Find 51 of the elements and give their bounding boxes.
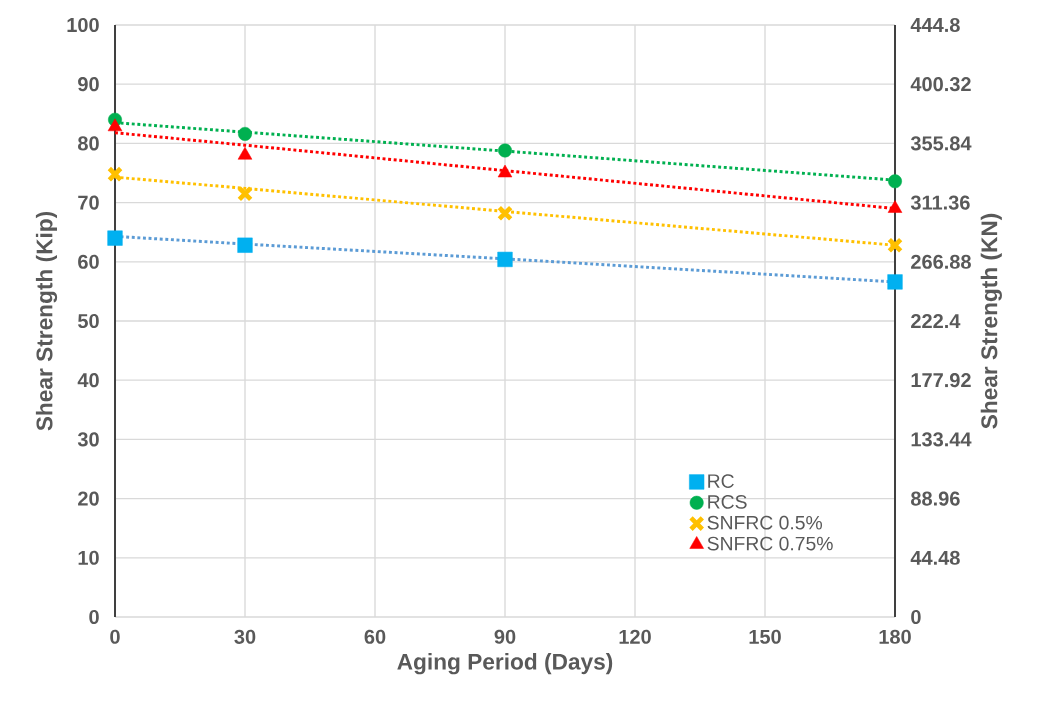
point [498,143,512,158]
point [497,251,513,268]
x-tick-label: 60 [364,629,386,644]
x-tick-label: 180 [879,629,911,644]
y2-tick-label: 444.8 [910,17,960,33]
x-tick-label: 90 [494,629,516,644]
x-tick-label: 30 [234,629,256,644]
point [107,166,123,183]
y2-axis-title: Shear Strength (KN) [980,213,1002,429]
y-tick-label: 100 [67,17,99,33]
y2-tick-label: 266.88 [911,254,971,269]
x-tick-label: 0 [110,629,120,644]
point [887,274,903,290]
y2-tick-label: 355.84 [910,136,972,151]
y-axis-title: Shear Strength (Kip) [35,211,58,431]
point [887,237,903,254]
y-tick-label: 80 [78,136,99,151]
legend-label: RC [708,474,734,488]
point [497,205,513,222]
y2-tick-label: 311.36 [910,195,970,210]
y2-tick-label: 177.92 [911,373,971,388]
point [887,200,903,213]
legend-label: RCS [708,495,747,509]
y-tick-label: 70 [78,195,99,210]
y2-tick-label: 88.96 [911,491,960,506]
point [888,174,902,189]
y-tick-label: 60 [78,254,99,269]
y2-tick-label: 133.44 [911,432,972,447]
point [238,126,252,141]
y2-tick-label: 44.48 [910,550,960,565]
point [497,164,513,178]
point [237,185,253,202]
y-tick-label: 50 [77,313,99,329]
y2-tick-label: 400.32 [910,77,971,92]
point [107,118,123,132]
point [237,237,253,253]
y-tick-label: 30 [77,432,99,447]
x-tick-label: 120 [619,629,651,644]
y-tick-label: 90 [78,77,99,92]
point [107,230,123,246]
legend-label: SNFRC 0.75% [707,536,833,551]
legend-label: SNFRC 0.5% [707,515,823,530]
point [237,146,253,160]
y2-tick-label: 0 [911,609,921,625]
y2-tick-label: 222.4 [911,314,961,328]
x-tick-label: 150 [749,629,781,644]
y-tick-label: 40 [77,373,99,388]
y-tick-label: 10 [78,550,99,565]
x-axis-title: Aging Period (Days) [397,653,613,675]
y-tick-label: 20 [78,491,99,506]
y-tick-label: 0 [89,609,99,625]
